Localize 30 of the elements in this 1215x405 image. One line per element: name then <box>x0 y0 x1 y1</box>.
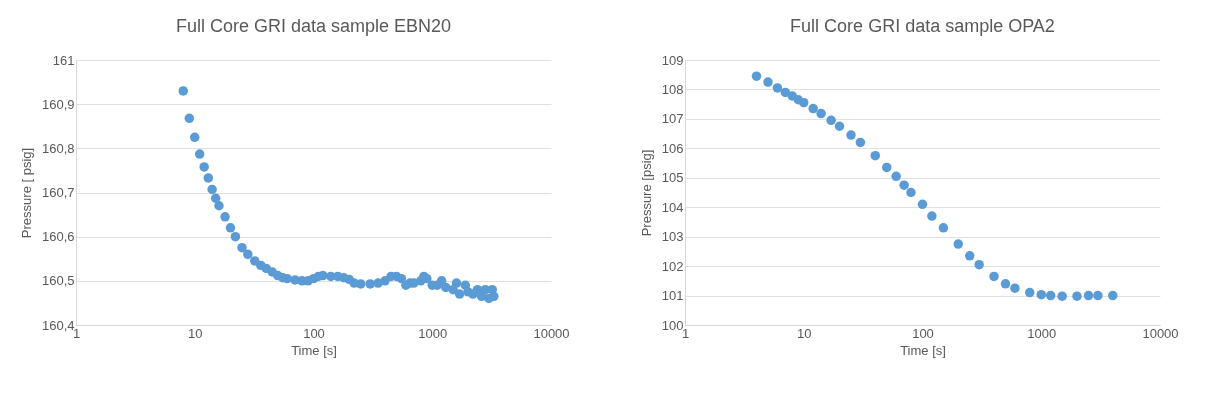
y-tick-label: 109 <box>661 52 684 68</box>
y-axis-title: Pressure [ psig] <box>18 147 34 239</box>
y-tick-label: 103 <box>661 229 684 245</box>
y-tick-label: 160,8 <box>41 140 75 156</box>
x-axis-title: Time [s] <box>291 342 337 358</box>
y-tick-label: 160,7 <box>41 185 75 200</box>
y-tick-label: 160,6 <box>41 229 75 245</box>
y-tick-label: 160,5 <box>41 273 75 289</box>
y-axis-title: Pressure [psig] <box>638 149 654 237</box>
x-axis-title: Time [s] <box>900 342 946 358</box>
y-tick-label: 106 <box>661 140 684 156</box>
y-tick-label: 160,4 <box>41 317 75 333</box>
y-tick-label: 107 <box>661 111 684 127</box>
y-tick-label: 104 <box>661 199 684 215</box>
y-tick-label: 108 <box>661 81 684 97</box>
x-tick-label: 100 <box>912 325 934 341</box>
x-tick-label: 10 <box>797 325 812 341</box>
x-tick-label: 10000 <box>533 325 570 341</box>
x-tick-label: 1000 <box>1027 325 1057 341</box>
y-tick-label: 105 <box>661 170 684 186</box>
x-tick-label: 10 <box>188 325 203 341</box>
x-tick-label: 10000 <box>1142 325 1179 341</box>
y-tick-label: 160,9 <box>41 96 75 112</box>
chart-title: Full Core GRI data sample EBN20 <box>175 16 452 36</box>
x-tick-label: 1000 <box>418 325 448 341</box>
y-tick-label: 102 <box>661 258 684 274</box>
y-tick-label: 161 <box>52 52 75 68</box>
x-tick-label: 100 <box>303 325 325 341</box>
y-tick-label: 101 <box>661 288 684 304</box>
chart-title: Full Core GRI data sample OPA2 <box>790 16 1055 36</box>
